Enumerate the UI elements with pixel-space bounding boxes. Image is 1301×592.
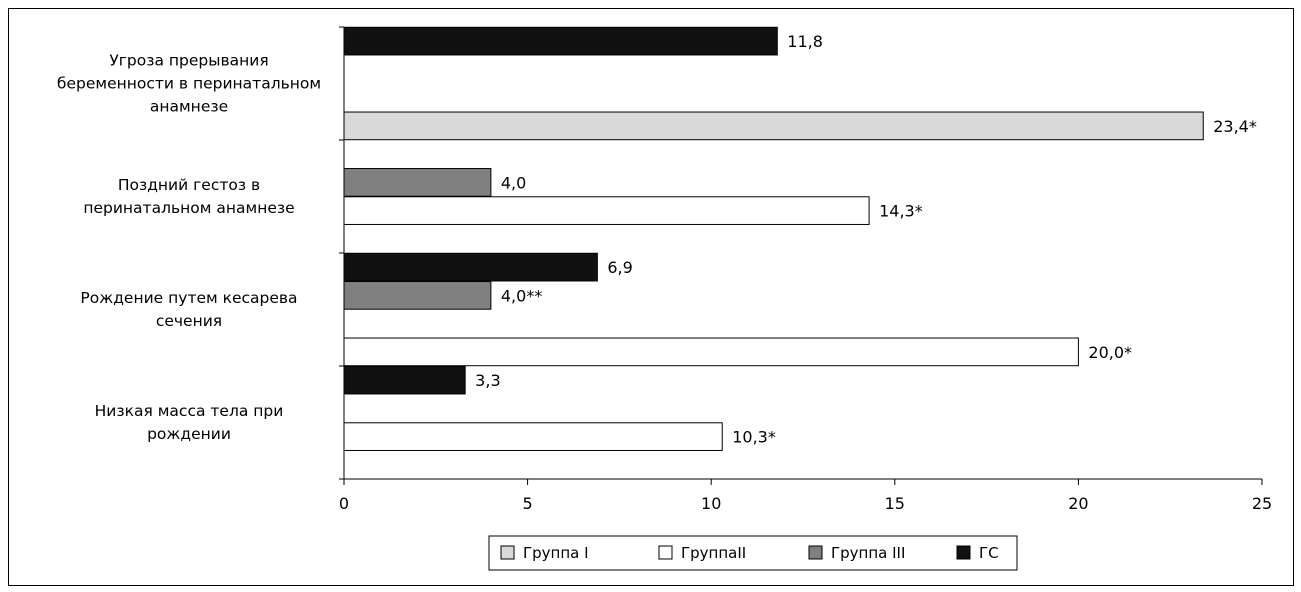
bar-value-label: 10,3* (732, 428, 776, 447)
legend-label: ГС (979, 544, 999, 562)
bar (343, 196, 870, 225)
bar-value-label: 6,9 (607, 258, 632, 277)
x-tick-label: 0 (339, 494, 349, 513)
legend-swatch (808, 545, 823, 560)
bar-chart: 0 5 10 15 20 25 Угроза прерывания беременности … (57, 26, 1272, 571)
legend-swatch (956, 545, 971, 560)
bar (343, 26, 778, 56)
bar-value-label: 23,4* (1213, 117, 1257, 136)
bar (343, 111, 1204, 141)
bar-value-label: 3,3 (475, 371, 500, 390)
category-label: Рождение путем кесарева сечения (80, 289, 297, 330)
bar (343, 365, 466, 395)
chart-frame: 0 5 10 15 20 25 Угроза прерывания беременности … (8, 8, 1294, 586)
x-tick-label: 5 (523, 494, 533, 513)
legend-box (488, 535, 1018, 571)
category-label: Угроза прерывания беременности в перината… (57, 52, 321, 116)
bar-value-label: 4,0 (501, 173, 526, 192)
bar-value-label: 11,8 (787, 32, 823, 51)
legend-label: Группа III (831, 544, 905, 562)
x-tick-label: 20 (1068, 494, 1088, 513)
bar (343, 422, 723, 451)
legend-label: ГруппаII (681, 544, 746, 562)
x-tick-label: 25 (1252, 494, 1272, 513)
legend-swatch (658, 545, 673, 560)
bar-value-label: 14,3* (879, 202, 923, 221)
x-tick-label: 15 (885, 494, 905, 513)
bar-value-label: 20,0* (1088, 343, 1132, 362)
bar (343, 252, 598, 282)
legend-swatch (500, 545, 515, 560)
bar (343, 168, 492, 197)
bar-value-label: 4,0** (501, 286, 542, 305)
x-tick-label: 10 (701, 494, 721, 513)
bar (343, 337, 1079, 367)
category-label: Низкая масса тела при рождении (95, 402, 284, 443)
bar (343, 281, 492, 310)
category-label: Поздний гестоз в перинатальном анамнезе (83, 176, 294, 217)
legend-label: Группа I (523, 544, 589, 562)
